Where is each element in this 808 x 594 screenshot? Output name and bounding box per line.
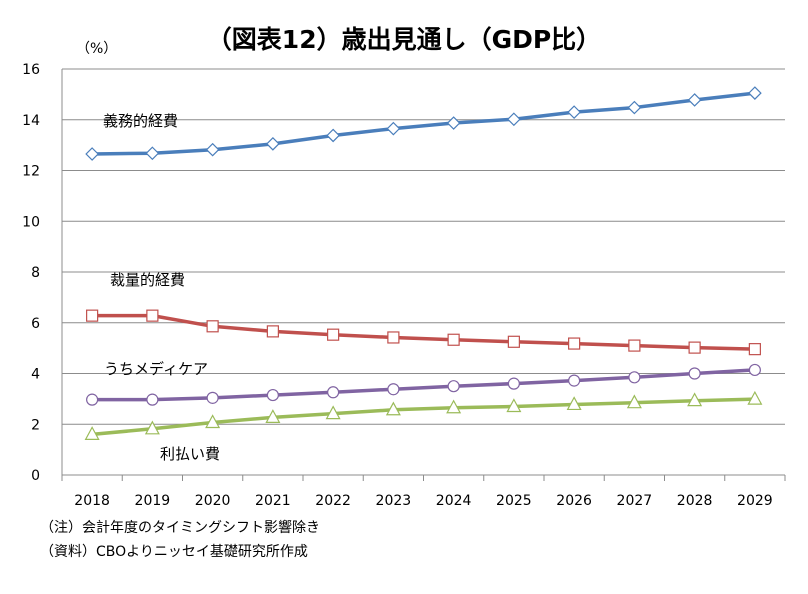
series-label: 義務的経費 bbox=[103, 112, 178, 130]
data-point bbox=[687, 93, 702, 107]
data-point bbox=[85, 147, 99, 161]
series-label: 裁量的経費 bbox=[110, 271, 185, 289]
data-point bbox=[507, 112, 521, 127]
y-tick-label: 4 bbox=[31, 367, 40, 383]
y-tick-label: 14 bbox=[22, 113, 40, 129]
data-point bbox=[567, 105, 581, 119]
data-point bbox=[446, 399, 462, 414]
data-point bbox=[385, 401, 401, 416]
data-point bbox=[748, 86, 762, 100]
x-tick-label: 2019 bbox=[135, 493, 171, 509]
x-tick-label: 2027 bbox=[617, 493, 653, 509]
data-point bbox=[688, 341, 701, 354]
x-tick-label: 2023 bbox=[376, 493, 412, 509]
data-point bbox=[325, 405, 341, 420]
series-1 bbox=[85, 86, 762, 161]
series-label: 利払い費 bbox=[160, 445, 220, 463]
data-point bbox=[86, 393, 99, 406]
data-point bbox=[326, 128, 340, 143]
series-4 bbox=[84, 390, 763, 440]
y-tick-label: 6 bbox=[31, 316, 40, 332]
data-point bbox=[747, 390, 763, 405]
data-point bbox=[386, 121, 401, 136]
series-2 bbox=[86, 309, 761, 356]
series-3 bbox=[86, 363, 761, 406]
footnote: （注）会計年度のタイミングシフト影響除き bbox=[40, 520, 320, 536]
y-tick-label: 2 bbox=[31, 417, 40, 433]
data-point bbox=[206, 320, 219, 333]
x-tick-label: 2028 bbox=[677, 493, 713, 509]
data-point bbox=[387, 383, 400, 396]
data-point bbox=[507, 335, 520, 348]
data-point bbox=[447, 380, 460, 393]
data-point bbox=[748, 363, 761, 377]
data-point bbox=[86, 309, 99, 322]
data-point bbox=[626, 394, 642, 409]
data-point bbox=[748, 343, 761, 356]
data-point bbox=[327, 328, 340, 341]
data-point bbox=[566, 396, 582, 411]
y-tick-label: 12 bbox=[22, 164, 40, 180]
data-point bbox=[266, 388, 279, 402]
data-point bbox=[266, 137, 280, 151]
series-group bbox=[84, 86, 763, 440]
data-point bbox=[688, 367, 701, 380]
label-background bbox=[156, 441, 242, 467]
x-tick-label: 2022 bbox=[315, 493, 351, 509]
series-line bbox=[91, 397, 755, 437]
data-point bbox=[266, 325, 279, 338]
data-point bbox=[387, 331, 400, 344]
data-point bbox=[507, 377, 520, 390]
data-point bbox=[568, 374, 581, 387]
x-tick-label: 2021 bbox=[255, 493, 291, 509]
data-point bbox=[206, 391, 219, 404]
y-tick-label: 0 bbox=[31, 468, 40, 484]
chart-title: （図表12）歳出見通し（GDP比） bbox=[206, 25, 602, 54]
data-point bbox=[627, 100, 642, 115]
data-point bbox=[205, 414, 221, 429]
series-line bbox=[92, 313, 755, 351]
data-point bbox=[84, 426, 100, 440]
y-tick-label: 10 bbox=[22, 214, 40, 230]
x-tick-label: 2018 bbox=[74, 493, 110, 509]
x-tick-label: 2025 bbox=[496, 493, 532, 509]
data-point bbox=[628, 371, 641, 384]
source-note: （資料）CBOよりニッセイ基礎研究所作成 bbox=[40, 544, 308, 560]
data-point bbox=[628, 339, 641, 352]
data-point bbox=[568, 337, 581, 350]
x-tick-label: 2026 bbox=[556, 493, 592, 509]
data-point bbox=[506, 398, 522, 413]
series-line bbox=[92, 91, 756, 156]
data-point bbox=[446, 116, 461, 130]
data-point bbox=[146, 393, 159, 406]
data-point bbox=[205, 142, 220, 157]
series-label: うちメディケア bbox=[104, 360, 208, 378]
grid-lines bbox=[62, 68, 785, 425]
data-point bbox=[265, 409, 281, 423]
data-point bbox=[146, 309, 159, 322]
x-tick-label: 2029 bbox=[737, 493, 773, 509]
y-tick-label: 16 bbox=[22, 62, 40, 78]
data-point bbox=[327, 386, 340, 399]
series-line bbox=[92, 368, 756, 402]
data-point bbox=[687, 392, 703, 407]
x-tick-label: 2020 bbox=[195, 493, 231, 509]
x-tick-label: 2024 bbox=[436, 493, 472, 509]
data-point bbox=[145, 146, 160, 161]
y-axis-unit: （%） bbox=[76, 41, 118, 57]
y-tick-label: 8 bbox=[31, 265, 40, 281]
axes: 0 2 4 6 8 10 12 14 16 2018 2019 2020 2021 2022 2023 202… bbox=[22, 62, 786, 509]
data-point bbox=[144, 420, 160, 435]
data-point bbox=[447, 333, 460, 346]
